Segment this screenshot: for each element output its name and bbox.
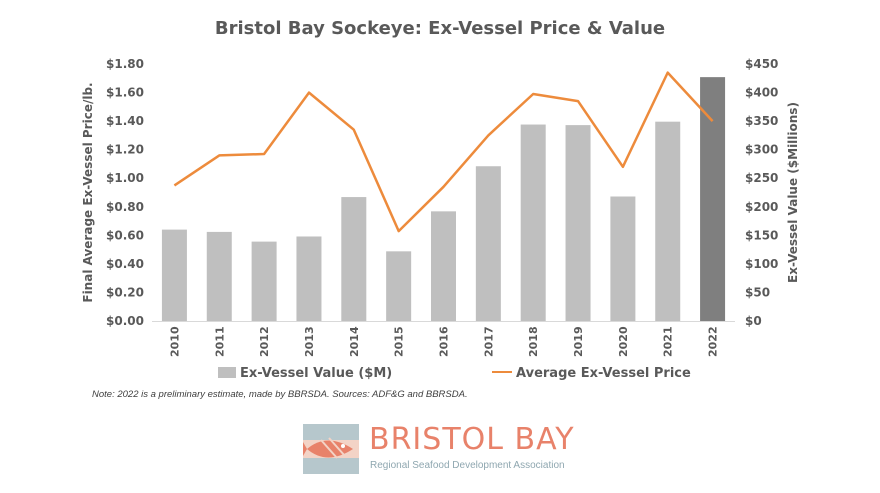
- bar-2011: [206, 231, 232, 321]
- bar-2015: [386, 251, 412, 321]
- x-tick-label: 2010: [168, 326, 181, 357]
- x-tick-label: 2017: [482, 326, 495, 357]
- y-tick-left: $0.80: [106, 200, 144, 214]
- bar-2012: [251, 241, 277, 321]
- legend-item-bars: Ex-Vessel Value ($M): [218, 366, 392, 384]
- logo-name: BRISTOL BAY: [369, 422, 575, 457]
- x-tick-label: 2018: [527, 326, 540, 357]
- y-axis-label-right: Ex-Vessel Value ($Millions): [786, 102, 800, 283]
- y-tick-left: $1.20: [106, 143, 144, 157]
- chart-title: Bristol Bay Sockeye: Ex-Vessel Price & V…: [214, 18, 666, 39]
- bar-2016: [431, 211, 456, 321]
- x-tick-label: 2021: [662, 326, 675, 357]
- y-axis-label-left: Final Average Ex-Vessel Price/lb.: [81, 82, 95, 302]
- y-tick-left: $0.60: [106, 228, 144, 242]
- salmon-logo-icon: [303, 424, 359, 474]
- y-tick-left: $0.00: [106, 314, 144, 328]
- y-tick-right: $300: [745, 143, 778, 157]
- x-tick-label: 2015: [393, 326, 406, 357]
- y-tick-left: $0.20: [106, 285, 144, 299]
- y-tick-right: $400: [745, 86, 778, 100]
- legend-swatch-line: [492, 371, 512, 373]
- y-tick-right: $250: [745, 171, 778, 185]
- bar-2021: [655, 121, 681, 321]
- bar-2019: [565, 125, 591, 321]
- y-tick-right: $200: [745, 200, 778, 214]
- x-tick-label: 2019: [572, 326, 585, 357]
- y-tick-left: $1.80: [106, 57, 144, 71]
- legend-swatch-bar: [218, 367, 236, 378]
- bar-2020: [610, 196, 636, 321]
- y-tick-left: $0.40: [106, 257, 144, 271]
- bar-2013: [296, 236, 322, 321]
- x-tick-label: 2011: [213, 326, 226, 357]
- y-tick-right: $450: [745, 57, 778, 71]
- legend-label-line: Average Ex-Vessel Price: [516, 366, 691, 381]
- logo-subtitle: Regional Seafood Development Association: [370, 460, 565, 471]
- price-line: [173, 71, 714, 233]
- x-tick-label: 2022: [707, 326, 720, 357]
- y-tick-left: $1.60: [106, 86, 144, 100]
- chart-note: Note: 2022 is a preliminary estimate, ma…: [92, 389, 468, 400]
- y-tick-left: $1.40: [106, 114, 144, 128]
- bbrsda-logo: BRISTOL BAY Regional Seafood Development…: [303, 422, 583, 476]
- bar-2017: [475, 166, 501, 321]
- y-tick-left: $1.00: [106, 171, 144, 185]
- y-tick-right: $350: [745, 114, 778, 128]
- legend-item-line: Average Ex-Vessel Price: [492, 366, 691, 384]
- legend-label-bars: Ex-Vessel Value ($M): [240, 366, 393, 381]
- x-tick-label: 2013: [303, 326, 316, 357]
- y-tick-right: $50: [745, 285, 770, 299]
- bar-2010: [161, 229, 187, 321]
- chart-plot: $0.00 $0.20 $0.40 $0.60 $0.80 $1.00 $1.20 $1.40…: [81, 57, 800, 357]
- bar-2014: [341, 197, 367, 321]
- y-tick-right: $0: [745, 314, 762, 328]
- x-tick-label: 2016: [438, 326, 451, 357]
- y-tick-right: $100: [745, 257, 778, 271]
- y-tick-right: $150: [745, 228, 778, 242]
- bar-2022: [700, 77, 726, 321]
- x-tick-label: 2014: [348, 326, 361, 357]
- bar-2018: [520, 124, 546, 321]
- x-tick-label: 2012: [258, 326, 271, 357]
- x-tick-label: 2020: [617, 326, 630, 357]
